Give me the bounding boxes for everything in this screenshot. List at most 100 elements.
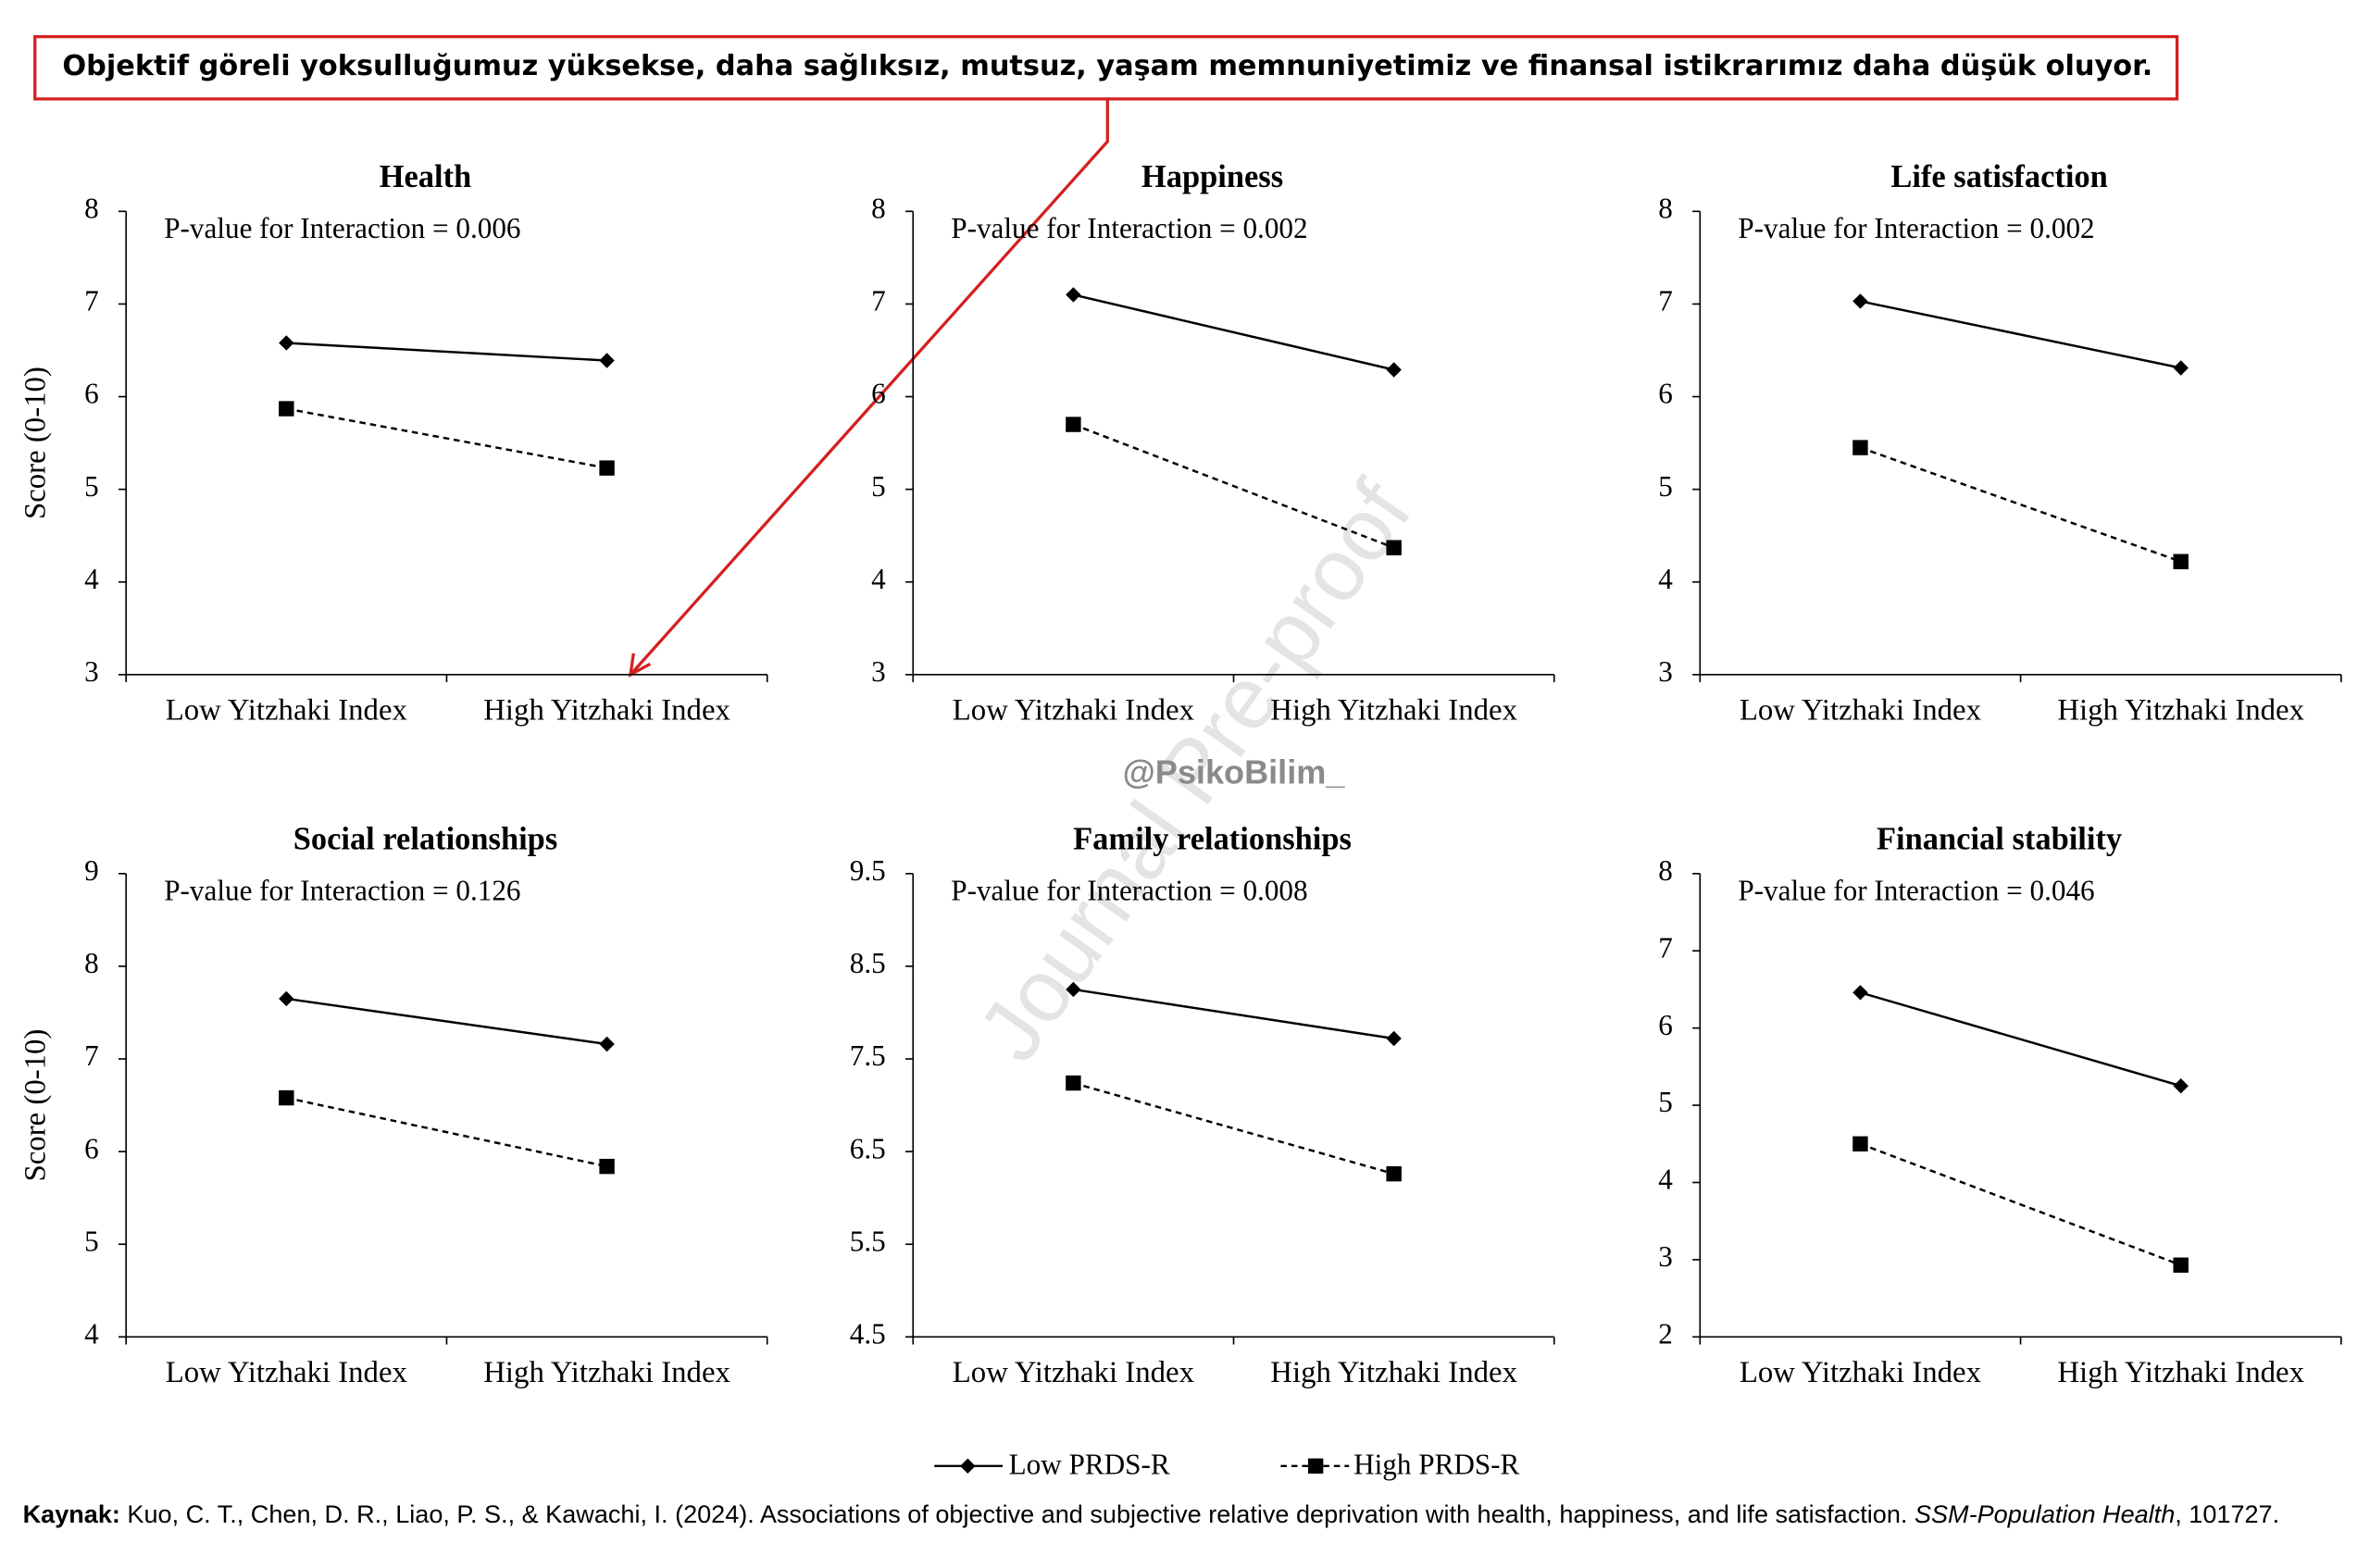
chart-title: Life satisfaction [1890,159,2107,194]
data-point [1066,417,1081,432]
y-tick-label: 9.5 [850,854,886,887]
x-tick-label: High Yitzhaki Index [2057,1356,2304,1389]
handle: @PsikoBilim_ [1123,753,1346,791]
y-tick-label: 3 [84,655,99,688]
legend-marker [1307,1458,1324,1475]
data-point [279,335,294,351]
x-tick-label: Low Yitzhaki Index [166,1356,407,1389]
y-tick-label: 3 [1658,655,1673,688]
source-tail: , 101727. [2175,1500,2279,1528]
data-point [1066,1075,1081,1091]
data-point [2173,360,2189,376]
legend-label: Low PRDS-R [1009,1449,1170,1481]
y-tick-label: 3 [1658,1240,1673,1273]
x-tick-label: High Yitzhaki Index [483,693,730,727]
source-text: Kuo, C. T., Chen, D. R., Liao, P. S., & … [120,1500,1915,1528]
series-line [1073,293,1394,371]
subtitle: P-value for Interaction = 0.006 [164,212,520,244]
arrow [629,98,1109,676]
chart-title: Health [380,159,472,194]
series-line [286,342,607,362]
legend: Low PRDS-R High PRDS-R [934,1449,1520,1481]
y-tick-label: 6 [84,1132,99,1164]
y-tick-label: 5 [84,470,99,503]
y-tick-label: 7 [1658,285,1673,317]
data-point [1852,985,1868,1001]
y-tick-label: 6 [84,378,99,410]
source-label: Kaynak: [23,1500,120,1528]
data-point [1386,540,1402,555]
y-tick-label: 4 [1658,563,1673,595]
data-point [2173,1257,2189,1273]
data-point [599,460,615,476]
y-tick-label: 3 [871,655,886,688]
y-tick-label: 8 [1658,854,1673,887]
y-tick-label: 6.5 [850,1132,886,1164]
y-tick-label: 5 [871,470,886,503]
data-point [1066,287,1081,303]
y-tick-label: 8 [84,947,99,979]
data-point [1386,362,1402,378]
series-line [1073,988,1394,1040]
legend-label: High PRDS-R [1353,1449,1519,1481]
y-tick-label: 5 [1658,1086,1673,1118]
data-point [279,990,294,1007]
data-point [599,1158,615,1175]
x-tick-label: Low Yitzhaki Index [166,693,407,727]
chart-title: Social relationships [293,821,558,856]
data-point [279,401,294,417]
annotation-box [33,34,2179,101]
data-point [2173,1078,2189,1094]
y-axis-label: Score (0-10) [19,1029,53,1182]
series-line [286,997,607,1046]
x-tick-label: High Yitzhaki Index [483,1356,730,1389]
y-tick-label: 4 [84,1317,99,1350]
y-tick-label: 8 [84,192,99,224]
y-tick-label: 5.5 [850,1225,886,1257]
y-tick-label: 7 [1658,931,1673,964]
data-point [1852,1136,1868,1151]
chart-title: Financial stability [1877,821,2122,856]
y-tick-label: 4 [84,563,99,595]
data-point [599,1036,615,1052]
data-point [279,1089,294,1106]
data-point [599,353,615,368]
source-journal: SSM-Population Health [1915,1500,2175,1528]
y-tick-label: 4 [871,563,886,595]
chart-title: Family relationships [1073,821,1352,856]
y-tick-label: 7 [84,1039,99,1072]
data-point [1386,1030,1402,1047]
data-point [1852,440,1868,455]
y-tick-label: 4.5 [850,1317,886,1350]
series-line [286,1096,607,1168]
x-tick-label: Low Yitzhaki Index [953,693,1194,727]
y-tick-label: 9 [84,854,99,887]
series-line [1073,1081,1394,1176]
y-tick-label: 8 [871,192,886,224]
y-tick-label: 7 [84,285,99,317]
series-line [1860,991,2182,1088]
y-tick-label: 4 [1658,1164,1673,1196]
y-tick-label: 5 [1658,470,1673,503]
y-tick-label: 7.5 [850,1039,886,1072]
y-tick-label: 5 [84,1225,99,1257]
subtitle: P-value for Interaction = 0.008 [951,874,1307,906]
y-tick-label: 7 [871,285,886,317]
y-tick-label: 8.5 [850,947,886,979]
series-line [1860,446,2182,563]
subtitle: P-value for Interaction = 0.002 [951,212,1307,244]
series-line [1072,423,1395,549]
series-line [1860,1142,2182,1266]
x-tick-label: Low Yitzhaki Index [1740,1356,1981,1389]
subtitle: P-value for Interaction = 0.126 [164,874,520,906]
y-tick-label: 6 [1658,378,1673,410]
annotation: Objektif göreli yoksulluğumuz yüksekse, … [62,50,2152,82]
source: Kaynak: Kuo, C. T., Chen, D. R., Liao, P… [23,1500,2280,1528]
legend-marker [960,1458,976,1475]
subtitle: P-value for Interaction = 0.002 [1738,212,2094,244]
x-tick-label: High Yitzhaki Index [2057,693,2304,727]
y-tick-label: 2 [1658,1317,1673,1350]
y-tick-label: 6 [1658,1009,1673,1041]
